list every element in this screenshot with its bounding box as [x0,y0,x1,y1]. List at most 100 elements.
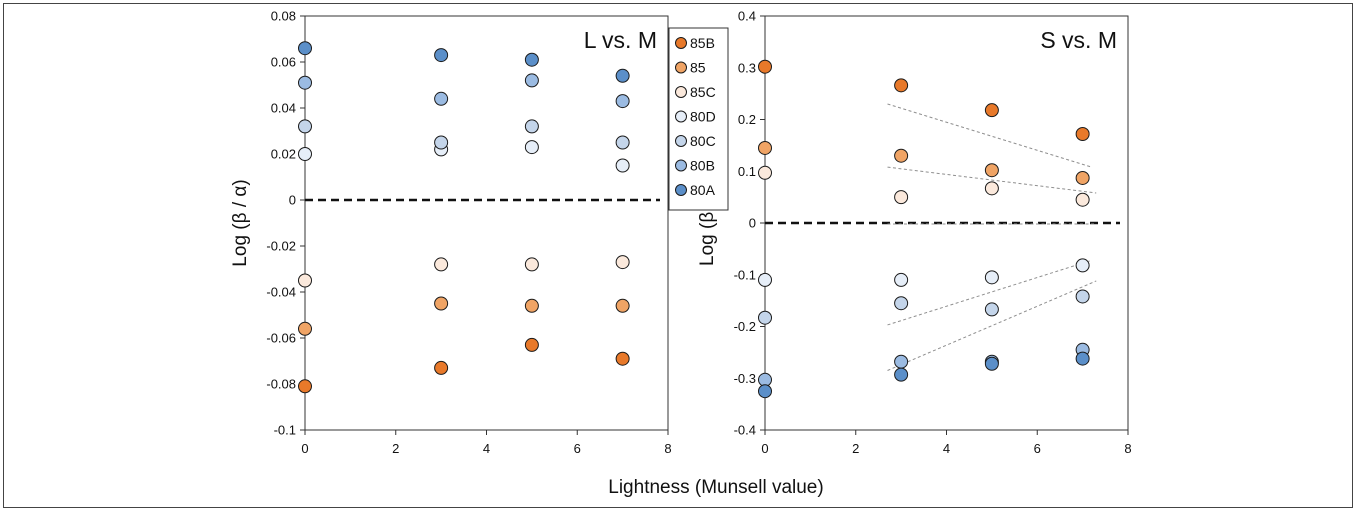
data-point-l-vs-m-85 [615,298,630,313]
data-point-l-vs-m-80b [524,73,539,88]
y-tick-label-s-vs-m: 0.2 [738,112,756,127]
y-tick-label-s-vs-m: -0.1 [734,267,756,282]
data-point-l-vs-m-85b [615,351,630,366]
x-axis-label-shared: Lightness (Munsell value) [608,477,823,498]
data-point-l-vs-m-80b [434,91,449,106]
legend-marker-85 [675,61,687,74]
data-point-s-vs-m-85 [758,140,772,155]
data-point-l-vs-m-85c [615,255,630,270]
data-point-s-vs-m-80b [894,354,909,369]
legend-marker-85c [675,86,687,98]
legend-marker-80a [675,184,687,196]
legend-label-80c: 80C [690,133,716,149]
legend: 85B 85 85C 80D 80C 80B 80A [668,27,729,211]
y-tick-label-l-vs-m: -0.1 [274,423,296,438]
x-tick-label-l-vs-m: 4 [483,441,490,456]
data-point-s-vs-m-85b [1075,126,1090,141]
y-tick-label-l-vs-m: 0.06 [271,55,296,70]
data-point-s-vs-m-80d [894,272,909,287]
x-tick-label-s-vs-m: 0 [761,441,768,456]
y-tick-label-l-vs-m: 0 [289,193,296,208]
data-point-l-vs-m-80a [615,68,630,83]
data-point-l-vs-m-85 [524,298,539,313]
data-point-s-vs-m-80a [1075,351,1090,366]
data-point-l-vs-m-80b [298,75,312,90]
y-tick-label-s-vs-m: -0.3 [734,371,756,386]
data-point-l-vs-m-80c [298,119,312,134]
data-point-l-vs-m-80a [524,52,539,67]
y-tick-label-l-vs-m: -0.08 [266,377,296,392]
data-point-s-vs-m-80a [758,384,772,399]
y-tick-label-s-vs-m: 0 [749,216,756,231]
x-tick-label-l-vs-m: 6 [574,441,581,456]
trend-line-s-vs-m [887,259,1092,326]
data-point-s-vs-m-80d [1075,258,1090,273]
legend-marker-85b [675,37,687,49]
panel-title-l-vs-m: L vs. M [584,27,657,53]
data-point-l-vs-m-80c [615,135,630,150]
data-point-s-vs-m-85 [1075,170,1090,185]
y-tick-label-l-vs-m: -0.04 [266,285,296,300]
data-point-l-vs-m-80b [615,94,630,109]
data-point-s-vs-m-85c [984,181,999,196]
legend-marker-80b [675,159,687,172]
data-point-s-vs-m-80c [1075,289,1090,304]
data-point-l-vs-m-85b [434,360,449,375]
data-point-l-vs-m-85 [434,296,449,311]
legend-label-80d: 80D [690,109,716,125]
data-point-l-vs-m-85 [298,321,312,336]
data-point-l-vs-m-85c [298,273,312,288]
legend-marker-80d [675,110,687,123]
data-point-l-vs-m-85c [524,257,539,272]
data-point-l-vs-m-80d [524,140,539,155]
data-point-s-vs-m-80c [894,296,909,311]
data-point-l-vs-m-85b [524,337,539,352]
legend-label-80a: 80A [690,182,716,198]
y-tick-label-s-vs-m: -0.2 [734,319,756,334]
trend-line-s-vs-m [887,103,1092,168]
data-point-s-vs-m-80d [758,272,772,287]
y-tick-label-l-vs-m: -0.06 [266,331,296,346]
legend-label-85c: 85C [690,84,716,100]
data-point-l-vs-m-80c [524,119,539,134]
y-tick-label-l-vs-m: 0.02 [271,147,296,162]
y-tick-label-l-vs-m: 0.04 [271,101,296,116]
x-tick-label-l-vs-m: 2 [392,441,399,456]
data-point-l-vs-m-80a [434,48,449,63]
data-point-s-vs-m-80a [984,356,999,371]
panel-title-s-vs-m: S vs. M [1040,27,1117,53]
data-point-s-vs-m-85b [894,78,909,93]
legend-label-85b: 85B [690,35,715,51]
x-tick-label-s-vs-m: 4 [943,441,950,456]
data-point-s-vs-m-85c [894,190,909,205]
data-point-s-vs-m-85 [984,163,999,178]
data-point-s-vs-m-80d [984,270,999,285]
panel-l-vs-m: L vs. M Log (β / α) 0.08 0.06 0.04 0.02 0 -0.… [230,9,672,457]
trend-line-s-vs-m [887,280,1097,371]
data-point-s-vs-m-80c [758,310,772,325]
y-axis-label-l-vs-m: Log (β / α) [230,179,251,266]
trend-line-s-vs-m [887,166,1097,194]
x-tick-label-s-vs-m: 2 [852,441,859,456]
data-point-s-vs-m-80a [894,367,909,382]
x-tick-label-s-vs-m: 8 [1124,441,1131,456]
x-tick-label-s-vs-m: 6 [1034,441,1041,456]
legend-label-80b: 80B [690,158,715,174]
legend-label-85: 85 [690,60,706,76]
data-point-s-vs-m-85b [758,59,772,74]
y-tick-label-s-vs-m: -0.4 [734,423,756,438]
data-point-s-vs-m-85c [758,165,772,180]
data-point-l-vs-m-85c [434,257,449,272]
data-point-s-vs-m-85b [984,103,999,118]
legend-marker-80c [675,135,687,147]
y-tick-label-s-vs-m: 0.1 [738,164,756,179]
data-point-l-vs-m-85b [298,379,312,394]
x-tick-label-l-vs-m: 0 [301,441,308,456]
data-point-l-vs-m-80a [298,41,312,56]
y-tick-label-s-vs-m: 0.4 [738,9,756,24]
data-point-s-vs-m-85c [1075,192,1090,207]
y-tick-label-l-vs-m: 0.08 [271,9,296,24]
data-point-l-vs-m-80c [434,135,449,150]
